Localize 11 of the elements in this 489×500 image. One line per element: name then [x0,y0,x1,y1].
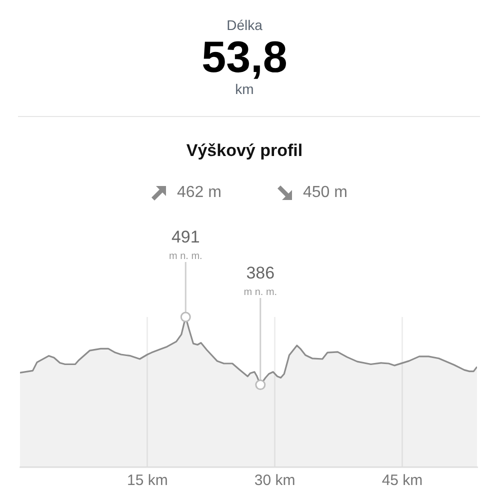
chart-title: Výškový profil [185,140,304,162]
annotation: 491 m n. m. [168,228,202,262]
x-tick-label: 45 km [382,472,423,490]
text: 462 m [177,183,222,203]
annotation: 386 m n. m. [244,264,278,298]
text: 53,8 [200,33,288,83]
text: 450 m [303,183,348,203]
x-tick-label: 15 km [126,472,168,490]
x-tick-label: 30 km [254,472,296,490]
text: km [234,80,255,98]
text: Délka [226,16,264,34]
